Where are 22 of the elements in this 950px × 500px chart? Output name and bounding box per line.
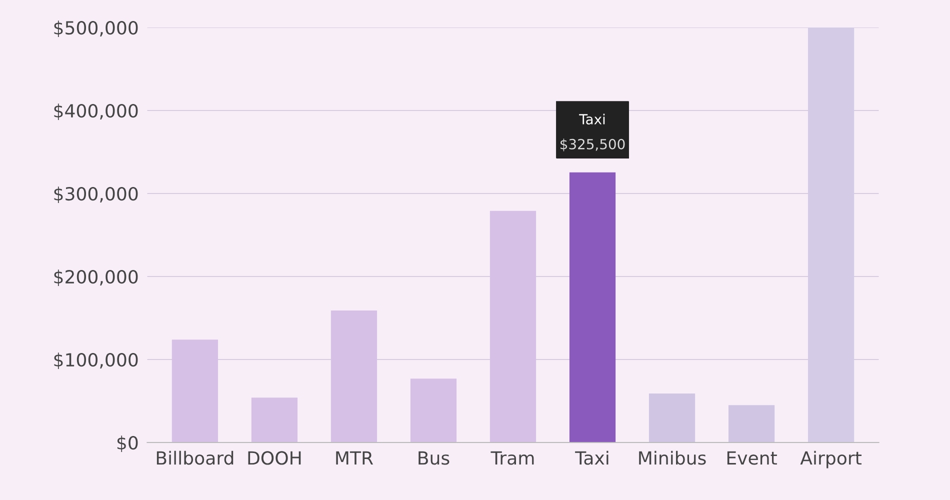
x-tick-label: Billboard	[156, 450, 234, 465]
y-tick-label: $200,000	[54, 270, 138, 286]
bar	[251, 398, 298, 442]
x-tick-label: Event	[727, 451, 777, 465]
y-tick-label: $500,000	[54, 20, 138, 38]
x-tick-label: Tram	[490, 451, 534, 465]
y-tick-label: $100,000	[54, 352, 138, 370]
bar	[728, 405, 775, 442]
data-label: $325,500	[560, 138, 625, 152]
x-tick-label: MTR	[336, 451, 374, 465]
x-tick-label: Minibus	[639, 450, 706, 465]
x-tick-label: DOOH	[248, 451, 301, 465]
y-tick-label: $300,000	[54, 186, 138, 204]
y-tick-label: $0	[117, 436, 138, 452]
bar	[410, 378, 457, 442]
y-tick-label: $400,000	[54, 104, 138, 120]
x-tick-label: Airport	[800, 450, 862, 468]
bar	[648, 394, 696, 442]
x-tick-label: Taxi	[575, 450, 608, 465]
annotation: Taxi	[579, 114, 605, 124]
x-tick-label: Bus	[418, 451, 450, 465]
bar	[569, 172, 616, 442]
